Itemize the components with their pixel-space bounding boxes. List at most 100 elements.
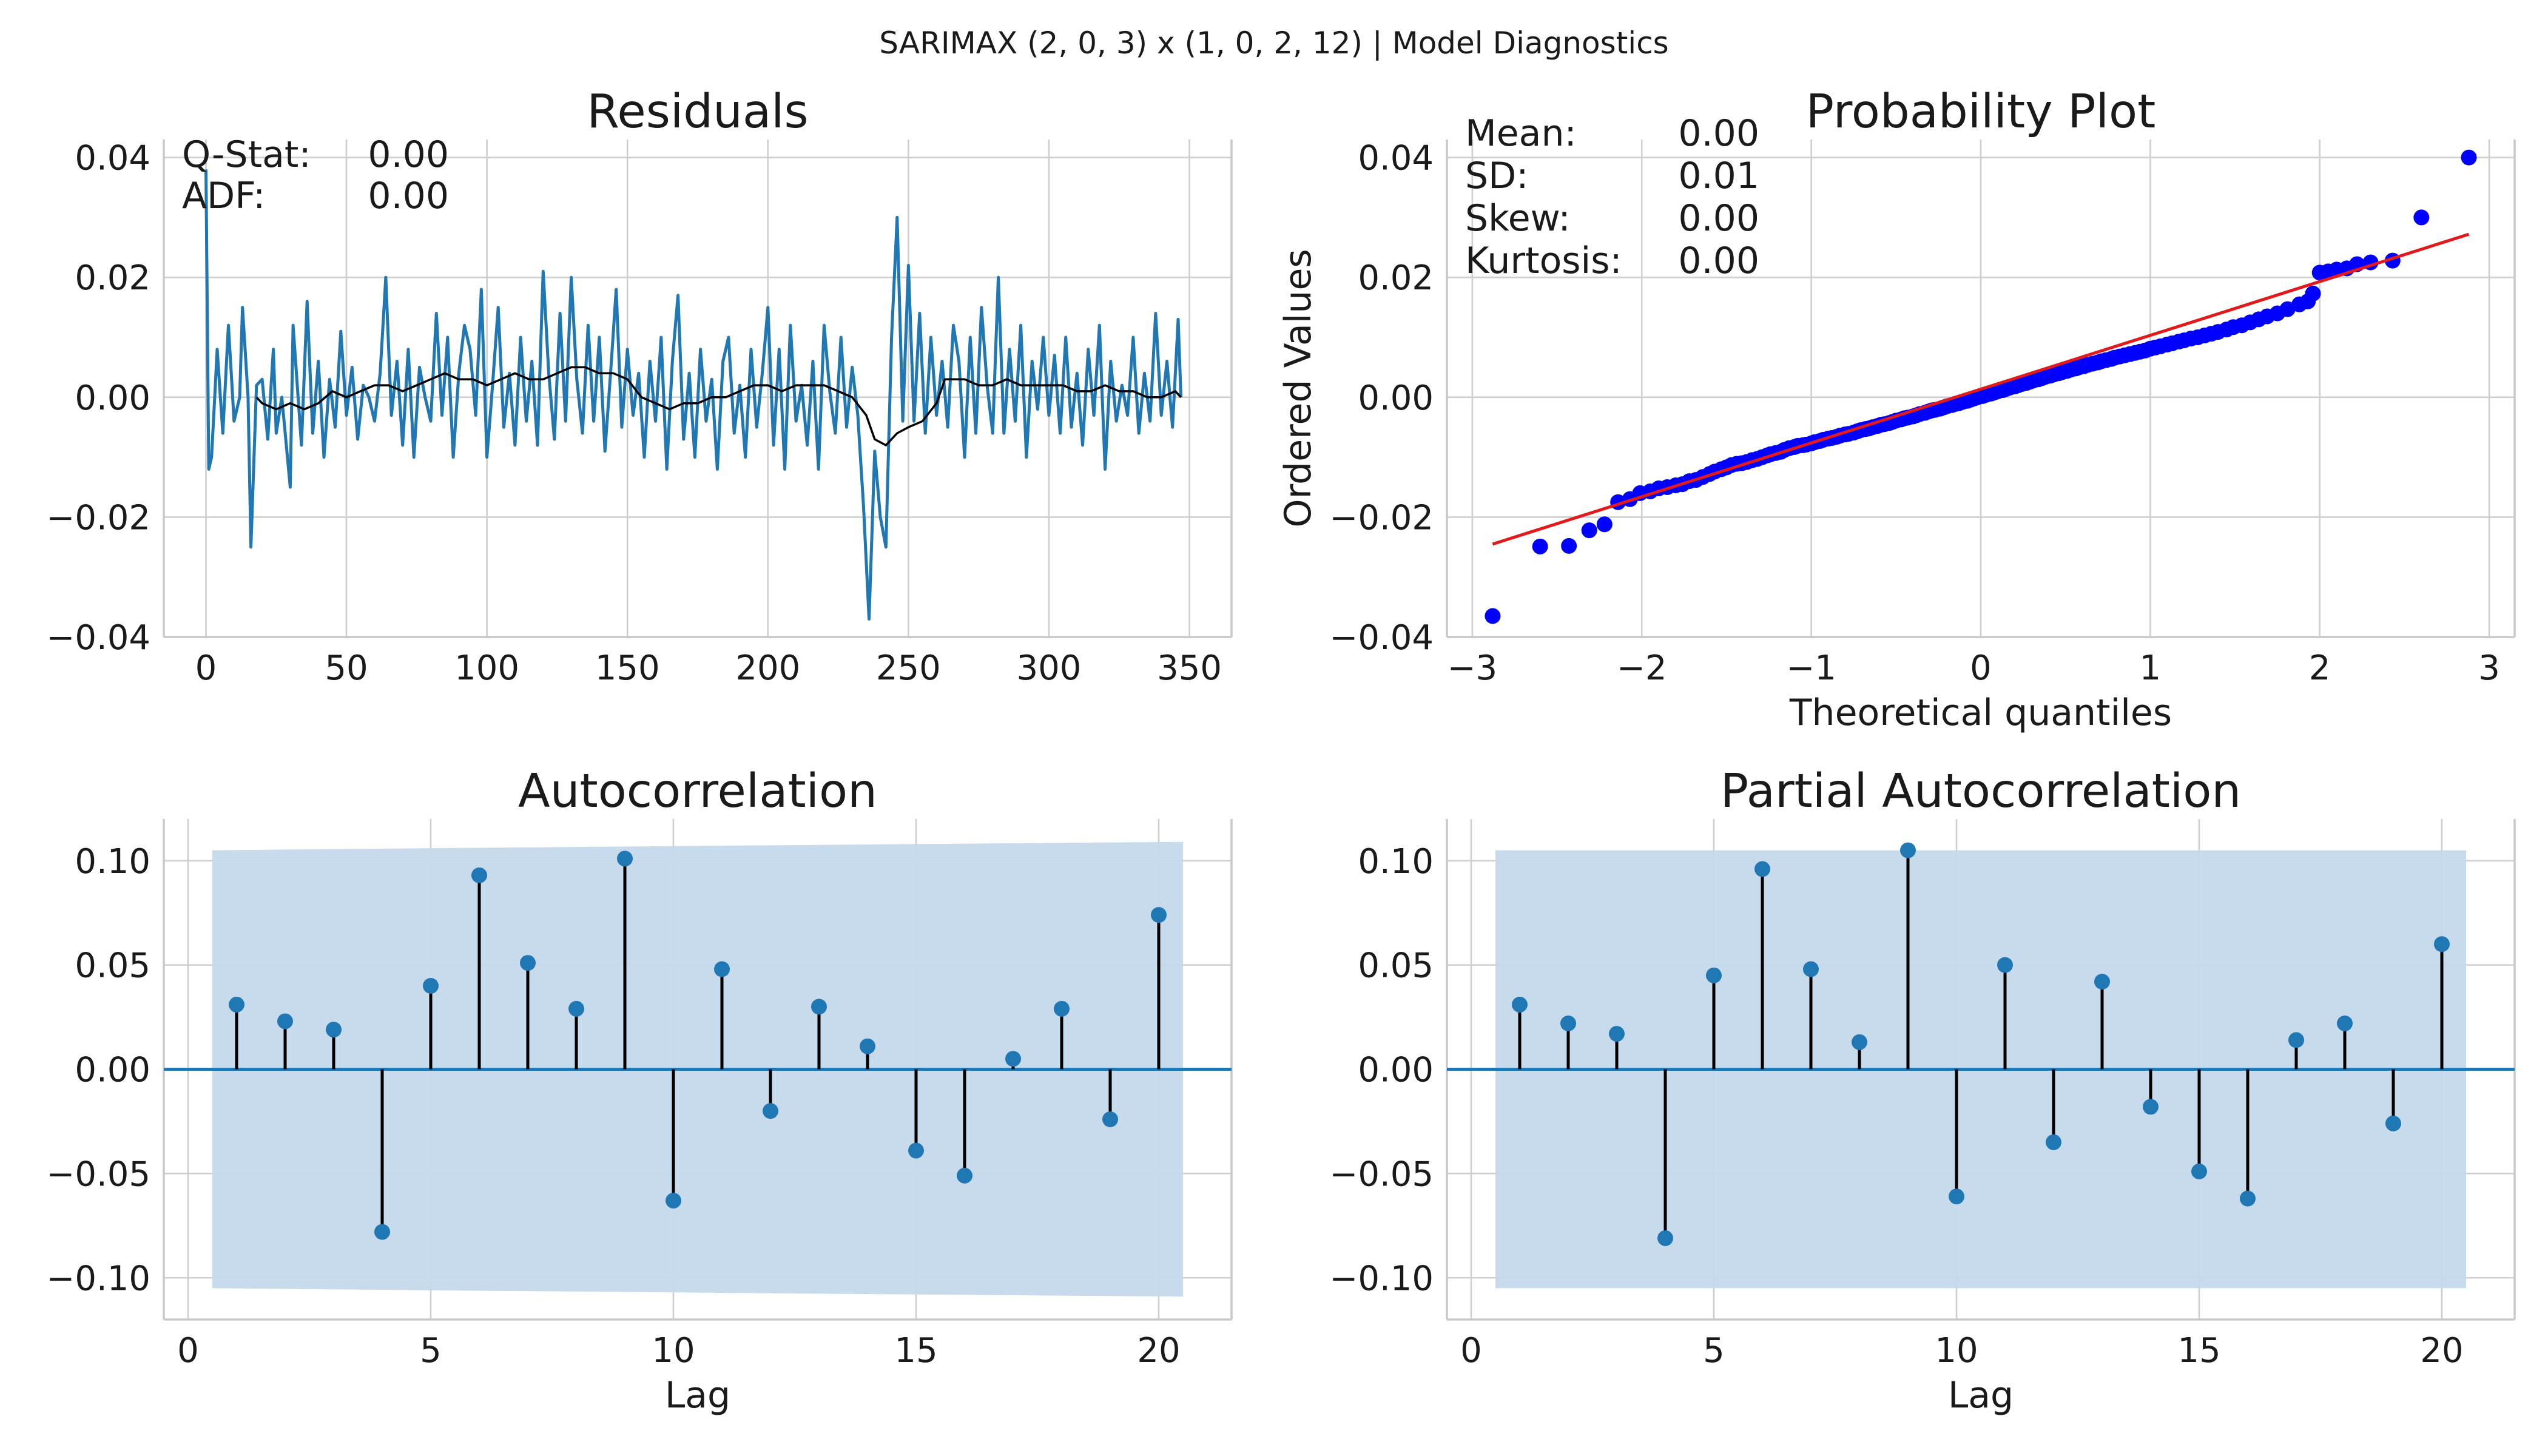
qq-point (1561, 538, 1577, 554)
residuals-xtick-label: 300 (1017, 649, 1082, 688)
pacf-ytick-label: 0.10 (1358, 842, 1434, 881)
acf-marker (1054, 1000, 1070, 1017)
pacf-marker (1900, 842, 1916, 858)
pacf-marker (2385, 1115, 2401, 1131)
pacf-xtick-label: 5 (1703, 1331, 1725, 1370)
pacf-marker (1512, 996, 1528, 1013)
acf-marker (714, 961, 730, 977)
probability-plot-ytick-label: −0.04 (1329, 618, 1434, 658)
pacf-xlabel: Lag (1948, 1374, 2014, 1417)
probability-stat-label: SD: (1465, 155, 1529, 197)
residuals-ytick-label: −0.04 (46, 618, 150, 658)
residuals-title: Residuals (587, 85, 808, 139)
probability-plot-ytick-label: 0.00 (1358, 379, 1434, 418)
acf-marker (666, 1193, 681, 1209)
residuals-series-line (204, 169, 1183, 621)
pacf-marker (2337, 1015, 2353, 1031)
acf-marker (277, 1013, 293, 1030)
residuals-stat-value: 0.00 (368, 133, 449, 176)
pacf-marker (1997, 957, 2013, 973)
qq-point (1596, 516, 1613, 533)
probability-plot-xtick-label: 3 (2478, 649, 2500, 688)
probability-plot-ytick-label: 0.04 (1358, 139, 1434, 178)
pacf-marker (2094, 974, 2110, 990)
pacf-xtick-label: 20 (2420, 1331, 2463, 1370)
probability-plot-xtick-label: −2 (1617, 649, 1667, 688)
probability-plot-panel: −3 −2 −1 0 1 2 3 −0.04 −0.02 0.00 0.02 0.04 Probabil… (1277, 85, 2516, 734)
probability-plot-xtick-label: −3 (1448, 649, 1498, 688)
pacf-marker (1657, 1230, 1673, 1246)
acf-ytick-label: −0.10 (46, 1259, 150, 1298)
pacf-xtick-label: 10 (1935, 1331, 1978, 1370)
acf-xlabel: Lag (665, 1374, 730, 1417)
acf-marker (520, 955, 536, 971)
probability-plot-ytick-label: 0.02 (1358, 258, 1434, 298)
pacf-panel: 0 5 10 15 20 −0.10 −0.05 0.00 0.05 0.10 Partial Au… (1329, 764, 2516, 1417)
pacf-marker (2434, 936, 2450, 952)
acf-xtick-label: 20 (1137, 1331, 1180, 1370)
residuals-xtick-label: 200 (735, 649, 800, 688)
qq-point (2279, 301, 2296, 317)
probability-stat-value: 0.01 (1678, 155, 1759, 197)
pacf-xtick-label: 0 (1460, 1331, 1482, 1370)
acf-marker (229, 996, 244, 1013)
acf-xtick-label: 15 (894, 1331, 937, 1370)
acf-marker (811, 999, 827, 1015)
acf-marker (617, 851, 633, 867)
qq-point (2305, 285, 2321, 302)
pacf-marker (2191, 1163, 2207, 1179)
probability-stat-value: 0.00 (1678, 197, 1759, 240)
residuals-xtick-label: 50 (325, 649, 368, 688)
pacf-marker (1949, 1188, 1964, 1205)
pacf-marker (1609, 1026, 1625, 1042)
probability-plot-ytick-label: −0.02 (1329, 498, 1434, 538)
acf-marker (423, 978, 439, 994)
residuals-ytick-label: 0.00 (75, 379, 150, 418)
acf-marker (860, 1038, 875, 1054)
residuals-xtick-label: 100 (454, 649, 519, 688)
pacf-xtick-label: 15 (2177, 1331, 2220, 1370)
acf-marker (1151, 907, 1167, 923)
probability-stat-label: Mean: (1465, 112, 1577, 155)
acf-marker (1005, 1051, 1021, 1067)
qq-point (1532, 538, 1548, 554)
qq-point (2461, 149, 2477, 166)
pacf-title: Partial Autocorrelation (1721, 764, 2241, 818)
acf-ytick-label: 0.00 (75, 1051, 150, 1090)
acf-marker (471, 867, 487, 883)
probability-plot-xtick-label: −1 (1786, 649, 1836, 688)
qq-point (2413, 209, 2430, 226)
residuals-panel: 0 50 100 150 200 250 300 350 −0.04 −0.02 0.00 0.02 0… (46, 85, 1233, 688)
acf-marker (908, 1142, 924, 1159)
probability-plot-ylabel: Ordered Values (1277, 249, 1320, 527)
residuals-ytick-label: 0.02 (75, 258, 150, 298)
rolling-mean-line (255, 366, 1182, 447)
qq-point (1485, 608, 1501, 624)
acf-ytick-label: 0.10 (75, 842, 150, 881)
acf-ytick-label: −0.05 (46, 1154, 150, 1194)
pacf-ytick-label: −0.05 (1329, 1154, 1434, 1194)
acf-marker (326, 1022, 342, 1038)
residuals-xtick-label: 0 (195, 649, 217, 688)
probability-plot-title: Probability Plot (1806, 85, 2156, 139)
pacf-marker (2046, 1134, 2061, 1150)
acf-xtick-label: 10 (652, 1331, 695, 1370)
acf-marker (763, 1103, 778, 1119)
residuals-stat-value: 0.00 (368, 175, 449, 217)
residuals-ytick-label: 0.04 (75, 139, 150, 178)
pacf-ytick-label: 0.00 (1358, 1051, 1434, 1090)
pacf-marker (2288, 1032, 2304, 1048)
acf-panel: 0 5 10 15 20 −0.10 −0.05 0.00 0.05 0.10 Autocorrel… (46, 764, 1233, 1417)
acf-ytick-label: 0.05 (75, 946, 150, 986)
pacf-ytick-label: −0.10 (1329, 1259, 1434, 1298)
qq-fit-line (1492, 232, 2470, 546)
acf-marker (957, 1167, 972, 1184)
pacf-marker (1803, 961, 1819, 977)
residuals-stat-label: ADF: (182, 175, 265, 217)
acf-xtick-label: 5 (420, 1331, 442, 1370)
probability-plot-xtick-label: 2 (2309, 649, 2331, 688)
qq-point (1581, 522, 1597, 539)
probability-stat-value: 0.00 (1678, 240, 1759, 282)
residuals-xtick-label: 350 (1157, 649, 1222, 688)
pacf-marker (1706, 967, 1722, 983)
